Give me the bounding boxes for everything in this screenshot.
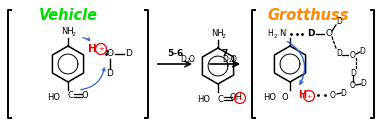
- Text: D: D: [336, 17, 342, 25]
- Text: O: O: [82, 90, 88, 99]
- Text: 2: 2: [186, 58, 190, 63]
- Text: HO: HO: [263, 93, 276, 103]
- Text: 5-6: 5-6: [167, 49, 183, 57]
- Text: O: O: [282, 93, 288, 102]
- Text: +: +: [98, 46, 104, 52]
- Text: Grotthuss: Grotthuss: [267, 8, 349, 23]
- Text: O: O: [325, 29, 333, 39]
- Text: D: D: [359, 46, 365, 56]
- Text: D: D: [307, 29, 315, 39]
- Text: +: +: [307, 93, 311, 99]
- Text: N: N: [279, 29, 285, 39]
- Text: O: O: [330, 90, 336, 99]
- Text: D: D: [107, 70, 113, 78]
- Text: H: H: [267, 29, 273, 39]
- FancyArrowPatch shape: [83, 38, 90, 41]
- Text: 7: 7: [222, 49, 228, 57]
- Text: OH: OH: [229, 93, 243, 103]
- Text: NH: NH: [60, 28, 73, 36]
- Text: C: C: [217, 94, 223, 104]
- Text: C: C: [67, 92, 73, 100]
- Text: D: D: [360, 79, 366, 88]
- Text: D: D: [180, 55, 186, 63]
- Text: O: O: [189, 55, 195, 63]
- Text: H: H: [88, 44, 96, 54]
- Text: 2: 2: [228, 58, 232, 63]
- Text: O: O: [231, 55, 237, 63]
- Text: H: H: [298, 90, 306, 100]
- Text: 2: 2: [273, 34, 277, 39]
- Text: O: O: [350, 82, 356, 90]
- FancyArrowPatch shape: [81, 68, 105, 90]
- Text: +: +: [237, 95, 243, 100]
- Text: NH: NH: [211, 29, 223, 39]
- FancyArrowPatch shape: [287, 41, 305, 84]
- Text: D: D: [222, 55, 228, 63]
- Text: 2: 2: [222, 34, 226, 39]
- Text: Vehicle: Vehicle: [39, 8, 98, 23]
- Text: O: O: [350, 51, 356, 60]
- Text: D: D: [350, 68, 356, 77]
- Text: 2: 2: [72, 31, 76, 36]
- Text: D: D: [125, 50, 132, 58]
- Text: O: O: [107, 50, 113, 58]
- Text: D: D: [340, 88, 346, 98]
- Text: HO: HO: [48, 93, 60, 103]
- Text: D: D: [336, 49, 342, 57]
- Text: HO: HO: [197, 95, 211, 104]
